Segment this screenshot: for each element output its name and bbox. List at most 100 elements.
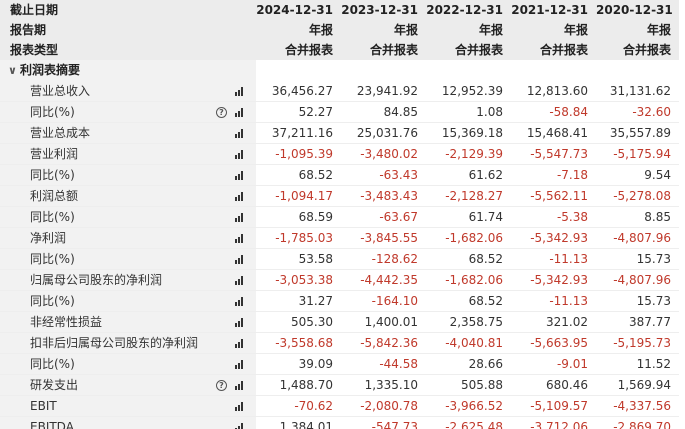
value-cell: 15.73 bbox=[596, 290, 679, 312]
value-cell: 1,335.10 bbox=[341, 374, 426, 396]
row-label: EBIT bbox=[30, 399, 57, 413]
bar-chart-icon[interactable] bbox=[235, 276, 244, 285]
bar-chart-icon[interactable] bbox=[235, 171, 244, 180]
value-cell: -11.13 bbox=[511, 290, 596, 312]
row-icons bbox=[235, 333, 244, 353]
value-cell: -5,547.73 bbox=[511, 143, 596, 165]
table-row: 净利润 -1,785.03 -3,845.55 -1,682.06 -5,342.93-… bbox=[0, 227, 679, 249]
header-label: 截止日期 bbox=[0, 0, 256, 20]
table-row: 同比(%) 68.59 -63.67 61.74 -5.38 8.85 bbox=[0, 206, 679, 228]
bar-chart-icon[interactable] bbox=[235, 339, 244, 348]
row-label-cell: 同比(%)? bbox=[0, 101, 256, 123]
table-row: 营业利润 -1,095.39 -3,480.02 -2,129.39 -5,547.73… bbox=[0, 143, 679, 165]
row-icons bbox=[235, 123, 244, 143]
help-icon[interactable]: ? bbox=[216, 107, 227, 118]
header-row: 报告期 年报 年报 年报 年报 年报 bbox=[0, 20, 679, 40]
value-cell: 1,488.70 bbox=[256, 374, 341, 396]
bar-chart-icon[interactable] bbox=[235, 192, 244, 201]
chevron-down-icon[interactable]: ∨ bbox=[8, 64, 17, 77]
value-cell: 15,369.18 bbox=[426, 122, 511, 144]
table-row: 同比(%) 39.09 -44.58 28.66 -9.01 11.52 bbox=[0, 353, 679, 375]
value-cell: 1,569.94 bbox=[596, 374, 679, 396]
value-cell: 15,468.41 bbox=[511, 122, 596, 144]
value-cell: -2,625.48 bbox=[426, 416, 511, 429]
value-cell: 31.27 bbox=[256, 290, 341, 312]
value-cell: -128.62 bbox=[341, 248, 426, 270]
bar-chart-icon[interactable] bbox=[235, 381, 244, 390]
value-cell: 505.88 bbox=[426, 374, 511, 396]
value-cell: -2,869.70 bbox=[596, 416, 679, 429]
value-cell: -63.43 bbox=[341, 164, 426, 186]
row-icons: ? bbox=[216, 375, 244, 395]
value-cell: 15.73 bbox=[596, 248, 679, 270]
value-cell: -9.01 bbox=[511, 353, 596, 375]
header-cell: 年报 bbox=[511, 20, 596, 40]
bar-chart-icon[interactable] bbox=[235, 402, 244, 411]
bar-chart-icon[interactable] bbox=[235, 318, 244, 327]
section-header[interactable]: ∨ 利润表摘要 bbox=[0, 60, 256, 81]
header-cell: 2024-12-31 bbox=[256, 0, 341, 20]
help-icon[interactable]: ? bbox=[216, 380, 227, 391]
value-cell: -5,278.08 bbox=[596, 185, 679, 207]
row-label-cell: 归属母公司股东的净利润 bbox=[0, 269, 256, 291]
value-cell: -1,095.39 bbox=[256, 143, 341, 165]
value-cell: -547.73 bbox=[341, 416, 426, 429]
header-row: 截止日期 2024-12-31 2023-12-31 2022-12-31 2021-1… bbox=[0, 0, 679, 20]
row-label: 营业总成本 bbox=[30, 126, 91, 140]
value-cell: 31,131.62 bbox=[596, 81, 679, 102]
value-cell: 68.52 bbox=[426, 248, 511, 270]
value-cell: 84.85 bbox=[341, 101, 426, 123]
row-label-cell: 营业总收入 bbox=[0, 81, 256, 102]
value-cell: 321.02 bbox=[511, 311, 596, 333]
row-icons: ? bbox=[216, 102, 244, 122]
value-cell: 12,952.39 bbox=[426, 81, 511, 102]
row-icons bbox=[235, 144, 244, 164]
value-cell: -5,842.36 bbox=[341, 332, 426, 354]
bar-chart-icon[interactable] bbox=[235, 234, 244, 243]
section-gap-cell bbox=[511, 60, 596, 81]
value-cell: -5,562.11 bbox=[511, 185, 596, 207]
row-label-cell: 同比(%) bbox=[0, 206, 256, 228]
value-cell: 25,031.76 bbox=[341, 122, 426, 144]
header-cell: 合并报表 bbox=[341, 40, 426, 60]
bar-chart-icon[interactable] bbox=[235, 108, 244, 117]
row-label-cell: 同比(%) bbox=[0, 290, 256, 312]
row-label: 净利润 bbox=[30, 231, 67, 245]
row-icons bbox=[235, 228, 244, 248]
row-label: 同比(%) bbox=[30, 252, 75, 266]
value-cell: -1,094.17 bbox=[256, 185, 341, 207]
value-cell: 680.46 bbox=[511, 374, 596, 396]
value-cell: -2,128.27 bbox=[426, 185, 511, 207]
value-cell: 36,456.27 bbox=[256, 81, 341, 102]
value-cell: -5,342.93 bbox=[511, 227, 596, 249]
value-cell: 1,400.01 bbox=[341, 311, 426, 333]
bar-chart-icon[interactable] bbox=[235, 213, 244, 222]
table-row: 非经常性损益 505.30 1,400.01 2,358.75 321.02 387.77 bbox=[0, 311, 679, 333]
value-cell: -2,080.78 bbox=[341, 395, 426, 417]
row-icons bbox=[235, 312, 244, 332]
value-cell: -5,342.93 bbox=[511, 269, 596, 291]
table-row: EBIT -70.62 -2,080.78 -3,966.52 -5,109.57 -4,… bbox=[0, 395, 679, 417]
bar-chart-icon[interactable] bbox=[235, 87, 244, 96]
header-cell: 年报 bbox=[256, 20, 341, 40]
value-cell: -5,663.95 bbox=[511, 332, 596, 354]
bar-chart-icon[interactable] bbox=[235, 150, 244, 159]
bar-chart-icon[interactable] bbox=[235, 360, 244, 369]
section-row[interactable]: ∨ 利润表摘要 bbox=[0, 60, 679, 81]
value-cell: -1,682.06 bbox=[426, 227, 511, 249]
bar-chart-icon[interactable] bbox=[235, 297, 244, 306]
row-label-cell: 研发支出? bbox=[0, 374, 256, 396]
value-cell: -3,845.55 bbox=[341, 227, 426, 249]
header-cell: 合并报表 bbox=[426, 40, 511, 60]
bar-chart-icon[interactable] bbox=[235, 129, 244, 138]
bar-chart-icon[interactable] bbox=[235, 423, 244, 429]
row-label-cell: 净利润 bbox=[0, 227, 256, 249]
bar-chart-icon[interactable] bbox=[235, 255, 244, 264]
row-label: 非经常性损益 bbox=[30, 315, 103, 329]
value-cell: -3,480.02 bbox=[341, 143, 426, 165]
value-cell: 1.08 bbox=[426, 101, 511, 123]
row-icons bbox=[235, 81, 244, 101]
value-cell: 53.58 bbox=[256, 248, 341, 270]
row-label: 同比(%) bbox=[30, 357, 75, 371]
